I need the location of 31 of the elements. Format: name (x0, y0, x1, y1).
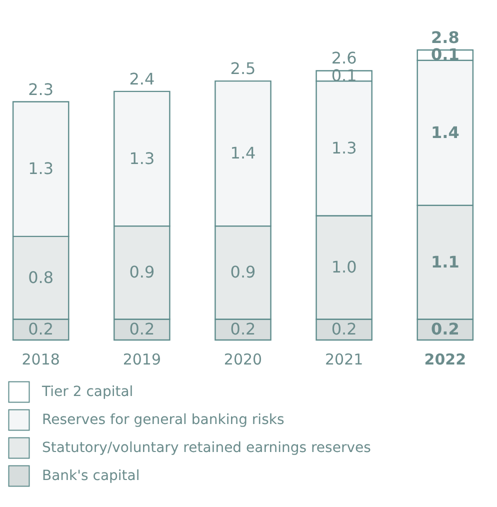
data-label: 1.3 (28, 159, 54, 178)
data-label: 1.1 (430, 252, 460, 272)
data-label: 0.2 (28, 320, 54, 339)
x-tick-label: 2018 (22, 350, 60, 368)
x-tick-label: 2020 (224, 350, 262, 368)
data-label: 0.1 (331, 66, 357, 85)
data-label: 1.4 (230, 144, 256, 163)
legend-label: Reserves for general banking risks (42, 412, 284, 428)
legend-label: Statutory/voluntary retained earnings reserves (42, 440, 371, 456)
data-label: 0.9 (230, 262, 256, 282)
data-label: 0.8 (28, 268, 54, 287)
legend-label: Bank's capital (42, 468, 140, 484)
total-label: 2.5 (230, 59, 256, 78)
data-label: 1.3 (331, 138, 357, 158)
data-label: 0.2 (430, 320, 460, 339)
total-label: 2.4 (129, 69, 155, 88)
data-label: 1.4 (430, 122, 460, 142)
data-label: 0.2 (129, 320, 155, 339)
data-label: 0.2 (230, 320, 256, 339)
total-label: 2.8 (430, 28, 460, 47)
total-label: 2.3 (28, 80, 54, 99)
total-label: 2.6 (331, 48, 357, 68)
data-label: 0.2 (331, 320, 357, 339)
x-tick-label: 2019 (122, 350, 162, 368)
data-label: 1.0 (331, 258, 357, 276)
data-label: 1.3 (129, 148, 155, 168)
x-tick-label: 2022 (424, 350, 466, 368)
data-label: 0.9 (129, 262, 155, 282)
legend-label: Tier 2 capital (41, 384, 134, 400)
x-tick-label: 2021 (324, 350, 364, 368)
data-label: 0.1 (430, 45, 460, 64)
